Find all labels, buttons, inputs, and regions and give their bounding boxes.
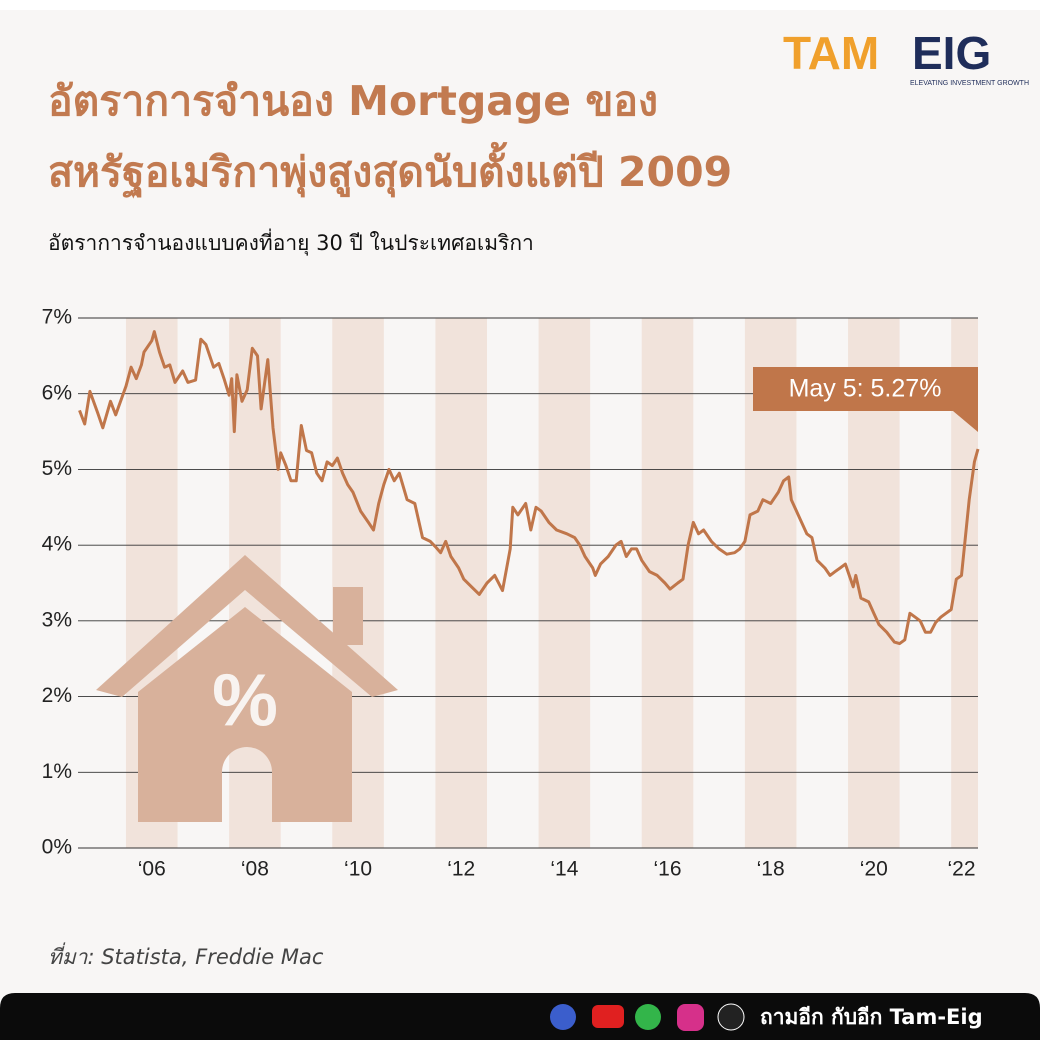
y-tick-label: 6%	[42, 381, 72, 404]
plot: ‘06 ‘08 ‘10 ‘12 ‘14 ‘16 ‘18 ‘20 ‘22	[78, 330, 980, 881]
line-icon[interactable]	[635, 1004, 661, 1030]
y-tick-label: 5%	[42, 457, 72, 480]
logo-part: TAM	[783, 27, 879, 79]
logo-part: EIG	[912, 27, 991, 79]
y-tick-label: 1%	[42, 760, 72, 783]
x-tick-label: ‘10	[344, 858, 372, 881]
social-icons	[550, 1003, 745, 1031]
chart-title: สหรัฐอเมริกาพุ่งสูงสุดนับตั้งแต่ปี 2009	[48, 142, 732, 199]
annotation-text: May 5: 5.27%	[789, 375, 942, 403]
logo-tagline: ELEVATING INVESTMENT GROWTH	[910, 80, 1029, 87]
house-icon: %	[96, 555, 398, 822]
annotation-box	[753, 367, 978, 411]
y-tick-label: 4%	[42, 533, 72, 556]
y-tick-label: 2%	[42, 684, 72, 707]
x-tick-label: ‘18	[757, 858, 785, 881]
annotation: May 5: 5.27%	[753, 367, 978, 432]
x-tick-label: ‘08	[241, 858, 269, 881]
house-body	[138, 607, 352, 822]
tiktok-icon[interactable]	[717, 1003, 745, 1031]
x-tick-label: ‘12	[447, 858, 475, 881]
x-tick-label: ‘20	[860, 858, 888, 881]
chart-subtitle: อัตราการจำนองแบบคงที่อายุ 30 ปี ในประเทศ…	[48, 228, 534, 256]
chart-title: อัตราการจำนอง Mortgage ของ	[48, 77, 658, 125]
y-tick-label: 3%	[42, 608, 72, 631]
annotation-pointer	[953, 411, 978, 432]
y-tick-label: 7%	[42, 306, 72, 329]
facebook-icon[interactable]	[550, 1004, 576, 1030]
y-tick-label: 0%	[42, 836, 72, 859]
icon-text: %	[212, 659, 278, 742]
chimney	[333, 587, 363, 645]
source: ที่มา: Statista, Freddie Mac	[48, 942, 324, 969]
line	[78, 330, 980, 646]
youtube-icon[interactable]	[592, 1005, 624, 1028]
year-band	[538, 318, 591, 848]
footer-bar	[0, 993, 1040, 1040]
x-tick-label: ‘06	[138, 858, 166, 881]
x-tick-label: ‘14	[550, 858, 578, 881]
x-tick-label: ‘22	[947, 858, 975, 881]
footer-text: ถามอีก กับอีก Tam-Eig	[760, 1005, 983, 1029]
x-tick-label: ‘16	[653, 858, 681, 881]
year-band	[641, 318, 694, 848]
year-band	[435, 318, 487, 848]
roof	[96, 555, 398, 697]
instagram-icon[interactable]	[677, 1004, 704, 1031]
